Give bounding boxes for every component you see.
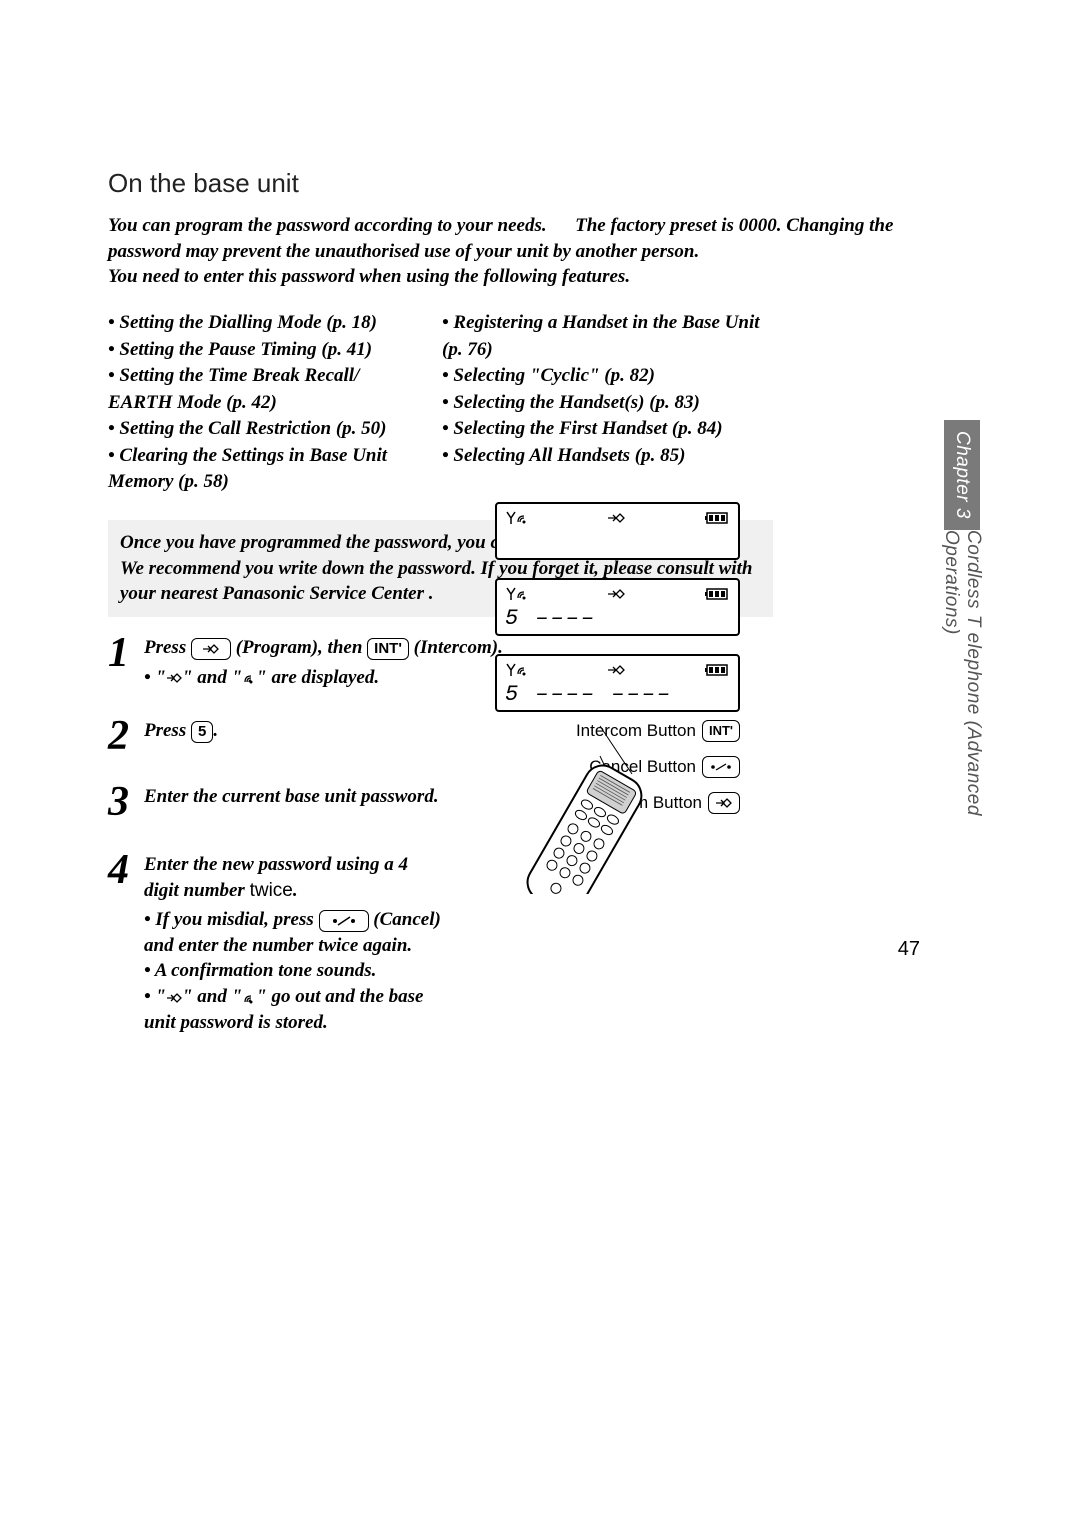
intro-text-3: You need to enter this password when usi… [108, 266, 630, 287]
cancel-button-icon [319, 910, 369, 932]
side-tab: Chapter 3 Cordless T elephone (Advanced … [944, 420, 980, 890]
feature-item: Selecting All Handsets (p. 85) [442, 443, 772, 470]
step-text: . [213, 720, 218, 741]
step-text: Press [144, 637, 191, 658]
antenna-signal-icon [505, 510, 529, 526]
handset-illustration-icon [510, 714, 740, 894]
intercom-button-icon: INT' [367, 638, 409, 660]
lcd-text: 5 –––– [505, 606, 730, 631]
arrow-diamond-icon [166, 672, 182, 684]
feature-item: Setting the Pause Timing (p. 41) [108, 337, 418, 364]
feature-item: Clearing the Settings in Base Unit Memor… [108, 443, 418, 496]
feature-item: Setting the Call Restriction (p. 50) [108, 416, 418, 443]
step-4: 4 Enter the new password using a 4 digit… [108, 852, 443, 1035]
step-text: Press [144, 720, 191, 741]
step-text-plain: twice [250, 880, 293, 901]
arrow-diamond-icon [202, 643, 220, 655]
lcd-display-1 [495, 502, 740, 560]
arrow-diamond-icon [607, 511, 627, 525]
handset-diagram: Intercom Button INT' Cancel Button Progr… [430, 714, 740, 822]
arrow-diamond-icon [607, 587, 627, 601]
lcd-displays: 5 –––– 5 –––– –––– [495, 502, 740, 730]
feature-item: Selecting the First Handset (p. 84) [442, 416, 772, 443]
intro-text-1: You can program the password according t… [108, 215, 547, 236]
step-text: (Program), then [236, 637, 367, 658]
lcd-display-2: 5 –––– [495, 578, 740, 636]
step-text: (Intercom). [414, 637, 503, 658]
battery-icon [704, 587, 730, 601]
battery-icon [704, 663, 730, 677]
arrow-diamond-icon [166, 992, 182, 1004]
step-number: 3 [108, 784, 136, 822]
signal-icon [242, 671, 256, 685]
lcd-text: 5 –––– –––– [505, 682, 730, 707]
manual-page: On the base unit You can program the pas… [0, 0, 1080, 1528]
step-sub: "" and "" go out and the base unit passw… [144, 984, 443, 1035]
step-number: 1 [108, 635, 136, 690]
arrow-diamond-icon [607, 663, 627, 677]
feature-item: Registering a Handset in the Base Unit (… [442, 310, 772, 363]
signal-icon [242, 991, 256, 1005]
features-left: Setting the Dialling Mode (p. 18) Settin… [108, 310, 418, 496]
chapter-label: Chapter 3 [951, 431, 973, 519]
feature-item: Setting the Dialling Mode (p. 18) [108, 310, 418, 337]
step-sub: If you misdial, press (Cancel) and enter… [144, 907, 443, 958]
feature-columns: Setting the Dialling Mode (p. 18) Settin… [108, 310, 930, 496]
antenna-signal-icon [505, 586, 529, 602]
keypad-5-icon: 5 [191, 721, 213, 743]
section-tab: Cordless T elephone (Advanced Operations… [944, 530, 980, 890]
section-label: Cordless T elephone (Advanced Operations… [940, 530, 984, 890]
section-subtitle: On the base unit [108, 168, 930, 199]
intro-paragraph: You can program the password according t… [108, 213, 930, 290]
battery-icon [704, 511, 730, 525]
feature-item: Selecting the Handset(s) (p. 83) [442, 390, 772, 417]
step-number: 4 [108, 852, 136, 1035]
step-text: Enter the current base unit password. [144, 786, 439, 807]
step-body: Enter the new password using a 4 digit n… [144, 852, 443, 1035]
page-number: 47 [898, 938, 920, 961]
lcd-display-3: 5 –––– –––– [495, 654, 740, 712]
features-right: Registering a Handset in the Base Unit (… [442, 310, 772, 496]
chapter-tab: Chapter 3 [944, 420, 980, 530]
step-text: . [293, 880, 298, 901]
step-number: 2 [108, 718, 136, 756]
feature-item: Setting the Time Break Recall/ EARTH Mod… [108, 363, 418, 416]
cancel-strike-icon [330, 915, 358, 927]
step-sub: A confirmation tone sounds. [144, 958, 443, 984]
antenna-signal-icon [505, 662, 529, 678]
feature-item: Selecting "Cyclic" (p. 82) [442, 363, 772, 390]
program-button-icon [191, 638, 231, 660]
